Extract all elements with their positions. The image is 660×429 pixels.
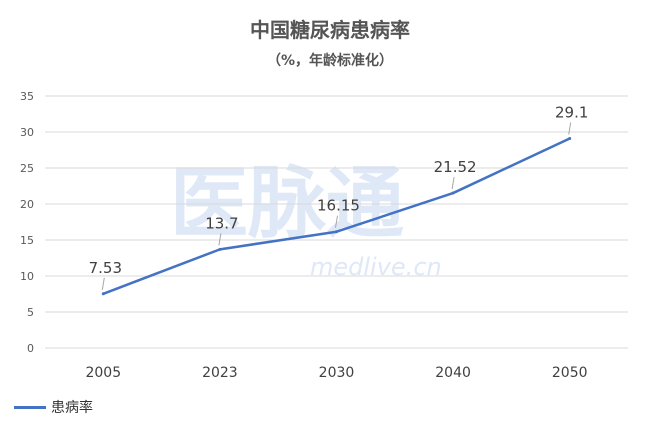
series-line xyxy=(102,137,571,296)
x-tick-label: 2005 xyxy=(85,365,121,381)
grid-lines xyxy=(45,95,628,349)
data-label: 16.15 xyxy=(317,197,360,215)
x-axis-ticks: 2005 2023 2030 2040 2050 xyxy=(85,365,587,381)
data-labels: 7.53 13.7 16.15 21.52 29.1 xyxy=(89,103,588,290)
data-point xyxy=(451,191,455,195)
legend: 患病率 xyxy=(14,397,93,417)
y-tick-label: 0 xyxy=(27,342,34,355)
y-tick-label: 5 xyxy=(27,306,34,319)
x-tick-label: 2030 xyxy=(319,365,355,381)
x-tick-label: 2040 xyxy=(435,365,471,381)
y-axis-ticks: 0 5 10 15 20 25 30 35 xyxy=(20,90,34,355)
data-point xyxy=(568,136,572,140)
chart-subtitle: （%，年龄标准化） xyxy=(266,53,394,69)
legend-label: 患病率 xyxy=(51,400,93,416)
y-tick-label: 35 xyxy=(20,90,34,103)
x-tick-label: 2050 xyxy=(552,365,588,381)
data-point xyxy=(101,292,105,296)
chart-title: 中国糖尿病患病率 xyxy=(250,18,410,42)
data-label: 13.7 xyxy=(205,214,238,232)
data-label: 21.52 xyxy=(434,158,477,176)
data-point xyxy=(218,247,222,251)
y-tick-label: 15 xyxy=(20,234,34,247)
label-leader xyxy=(101,277,105,290)
series-lines xyxy=(101,136,572,296)
y-tick-label: 10 xyxy=(20,270,34,283)
label-leader xyxy=(568,122,572,135)
data-point xyxy=(335,230,338,234)
y-tick-label: 20 xyxy=(20,198,34,211)
label-leader xyxy=(335,215,338,228)
data-label: 29.1 xyxy=(555,103,588,121)
y-tick-label: 25 xyxy=(20,162,34,175)
y-tick-label: 30 xyxy=(20,126,34,139)
legend-swatch xyxy=(14,405,46,409)
label-leader xyxy=(218,233,222,246)
data-label: 7.53 xyxy=(89,259,122,277)
x-tick-label: 2023 xyxy=(202,365,238,381)
label-leader xyxy=(451,176,455,190)
